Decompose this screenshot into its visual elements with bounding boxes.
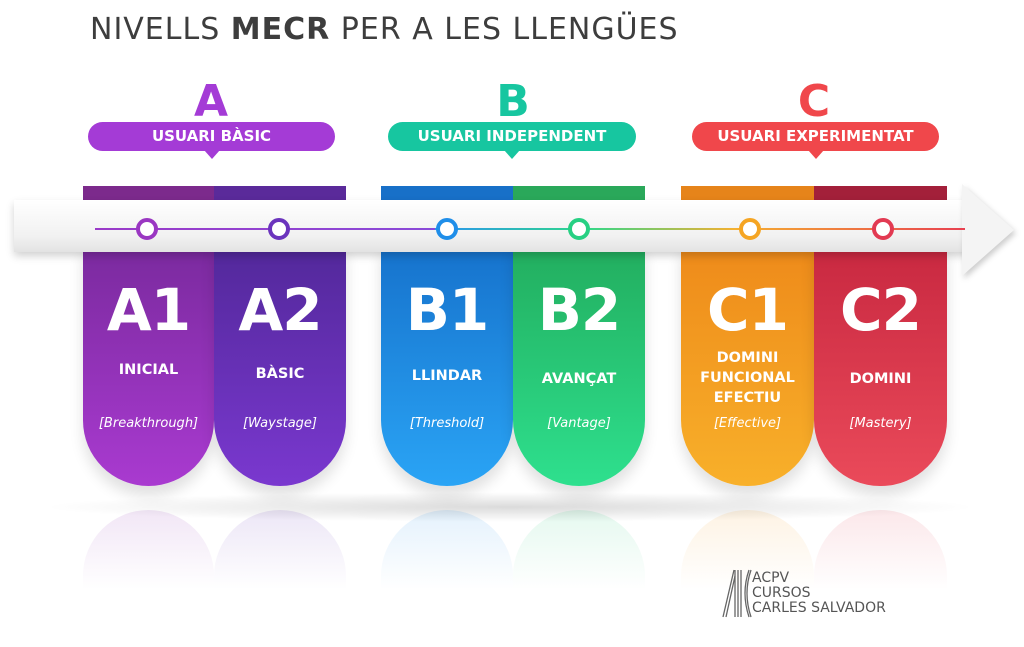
level-card-b2: B2 AVANÇAT [Vantage]: [513, 244, 645, 486]
level-code: C2: [840, 276, 922, 344]
logo-line: CURSOS: [752, 585, 811, 601]
arrow-head-icon: [962, 184, 1014, 276]
timeline-dot-a1: [136, 218, 158, 240]
level-code: A1: [106, 276, 191, 344]
logo-line: CARLES SALVADOR: [752, 600, 886, 616]
level-card-c2: C2 DOMINI [Mastery]: [814, 244, 947, 486]
level-english: [Breakthrough]: [98, 416, 199, 431]
group-pill-a: USUARI BÀSIC: [88, 122, 335, 159]
page-title: NIVELLS MECR PER A LES LLENGÜES: [90, 12, 679, 47]
timeline-line-c: [735, 228, 965, 230]
level-code: B1: [405, 276, 490, 344]
timeline-dot-c2: [872, 218, 894, 240]
level-card-a2: A2 BÀSIC [Waystage]: [214, 244, 346, 486]
logo-text: ACPV CURSOS CARLES SALVADOR: [752, 571, 886, 616]
level-name: BÀSIC: [255, 366, 305, 382]
reflection-b1: [381, 510, 513, 590]
timeline-dot-b1: [436, 218, 458, 240]
group-letter-a: A: [193, 76, 229, 127]
level-english: [Waystage]: [242, 416, 318, 431]
level-code: A2: [238, 276, 322, 344]
level-code: B2: [537, 276, 622, 344]
level-card-c1: C1 DOMINI FUNCIONAL EFECTIU [Effective]: [681, 244, 814, 486]
level-card-a1: A1 INICIAL [Breakthrough]: [83, 244, 214, 486]
group-letter-c: C: [797, 76, 831, 127]
level-english: [Mastery]: [849, 416, 912, 431]
group-letter-b: B: [496, 76, 530, 127]
level-name: DOMINI: [849, 371, 912, 387]
reflection-a2: [214, 510, 346, 590]
level-english: [Effective]: [713, 416, 782, 431]
level-english: [Threshold]: [409, 416, 485, 431]
reflection-a1: [83, 510, 214, 590]
timeline-line-a: [95, 228, 435, 230]
acpv-logo-icon: [722, 569, 752, 618]
timeline-dot-c1: [739, 218, 761, 240]
level-english: [Vantage]: [547, 416, 611, 431]
reflection-b2: [513, 510, 645, 590]
level-name: AVANÇAT: [541, 371, 617, 387]
level-name: INICIAL: [118, 362, 179, 378]
level-code: C1: [707, 276, 789, 344]
level-card-b1: B1 LLINDAR [Threshold]: [381, 244, 513, 486]
timeline-arrow: [14, 200, 974, 252]
level-name: LLINDAR: [411, 368, 483, 384]
group-pill-c: USUARI EXPERIMENTAT: [692, 122, 939, 159]
logo-line: ACPV: [752, 570, 790, 586]
group-pill-b: USUARI INDEPENDENT: [388, 122, 636, 159]
timeline-dot-a2: [268, 218, 290, 240]
timeline-dot-b2: [568, 218, 590, 240]
floor-shadow: [40, 492, 980, 522]
level-name: DOMINI FUNCIONAL EFECTIU: [700, 350, 795, 406]
